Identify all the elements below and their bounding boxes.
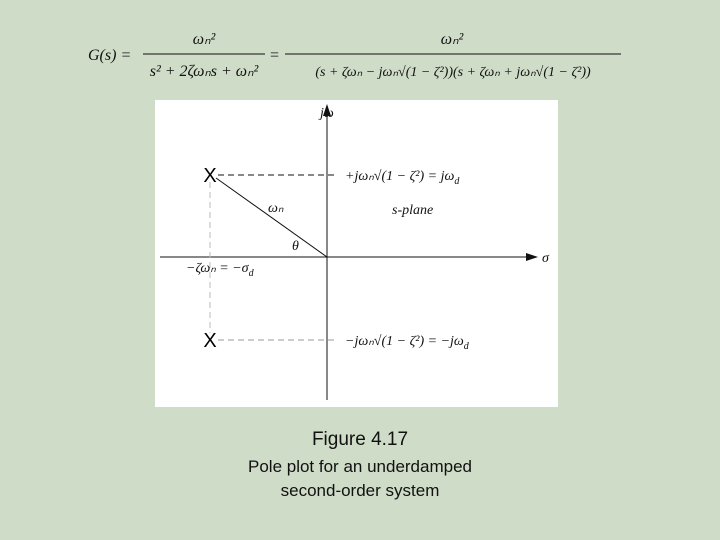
pole: X bbox=[203, 165, 216, 187]
subscript: d bbox=[249, 268, 255, 279]
subscript: d bbox=[454, 176, 460, 187]
caption-line: Pole plot for an underdamped bbox=[248, 457, 472, 476]
numerator: ωₙ² bbox=[193, 31, 217, 48]
radius-line bbox=[215, 177, 328, 258]
formula-lhs: G(s) = bbox=[88, 47, 131, 64]
figure-number: Figure 4.17 bbox=[312, 429, 408, 450]
lower-label: −jωₙ√(1 − ζ²) = −jωd bbox=[345, 334, 470, 352]
denominator: s² + 2ζωₙs + ωₙ² bbox=[150, 63, 260, 80]
label-text: −jωₙ√(1 − ζ²) = −jω bbox=[345, 334, 464, 349]
denominator: (s + ζωₙ − jωₙ√(1 − ζ²))(s + ζωₙ + jωₙ√(… bbox=[315, 65, 591, 80]
magnitude-label: ωₙ bbox=[268, 201, 284, 216]
axis-label: jω bbox=[318, 106, 334, 121]
pole: X bbox=[203, 330, 216, 352]
axis-label: σ bbox=[542, 251, 550, 266]
label-text: +jωₙ√(1 − ζ²) = jω bbox=[345, 169, 454, 184]
caption: Figure 4.17 Pole plot for an underdamped… bbox=[248, 429, 472, 500]
plane-label: s-plane bbox=[392, 203, 433, 218]
formula: G(s) = ωₙ² s² + 2ζωₙs + ωₙ² = ωₙ² (s + ζ… bbox=[88, 31, 621, 80]
angle-label: θ bbox=[292, 239, 299, 254]
equals: = bbox=[270, 47, 279, 64]
numerator: ωₙ² bbox=[441, 31, 465, 48]
arrow bbox=[323, 104, 331, 116]
real-part-label: −ζωₙ = −σd bbox=[186, 261, 255, 279]
label-text: −ζωₙ = −σ bbox=[186, 261, 250, 276]
pole-diagram: X X jω σ +jωₙ√(1 − ζ²) = jωd −jωₙ√(1 − ζ… bbox=[155, 100, 558, 407]
diagram-panel bbox=[155, 100, 558, 407]
caption-line: second-order system bbox=[281, 481, 440, 500]
upper-label: +jωₙ√(1 − ζ²) = jωd bbox=[345, 169, 460, 187]
arrow bbox=[526, 253, 538, 261]
subscript: d bbox=[464, 341, 470, 352]
